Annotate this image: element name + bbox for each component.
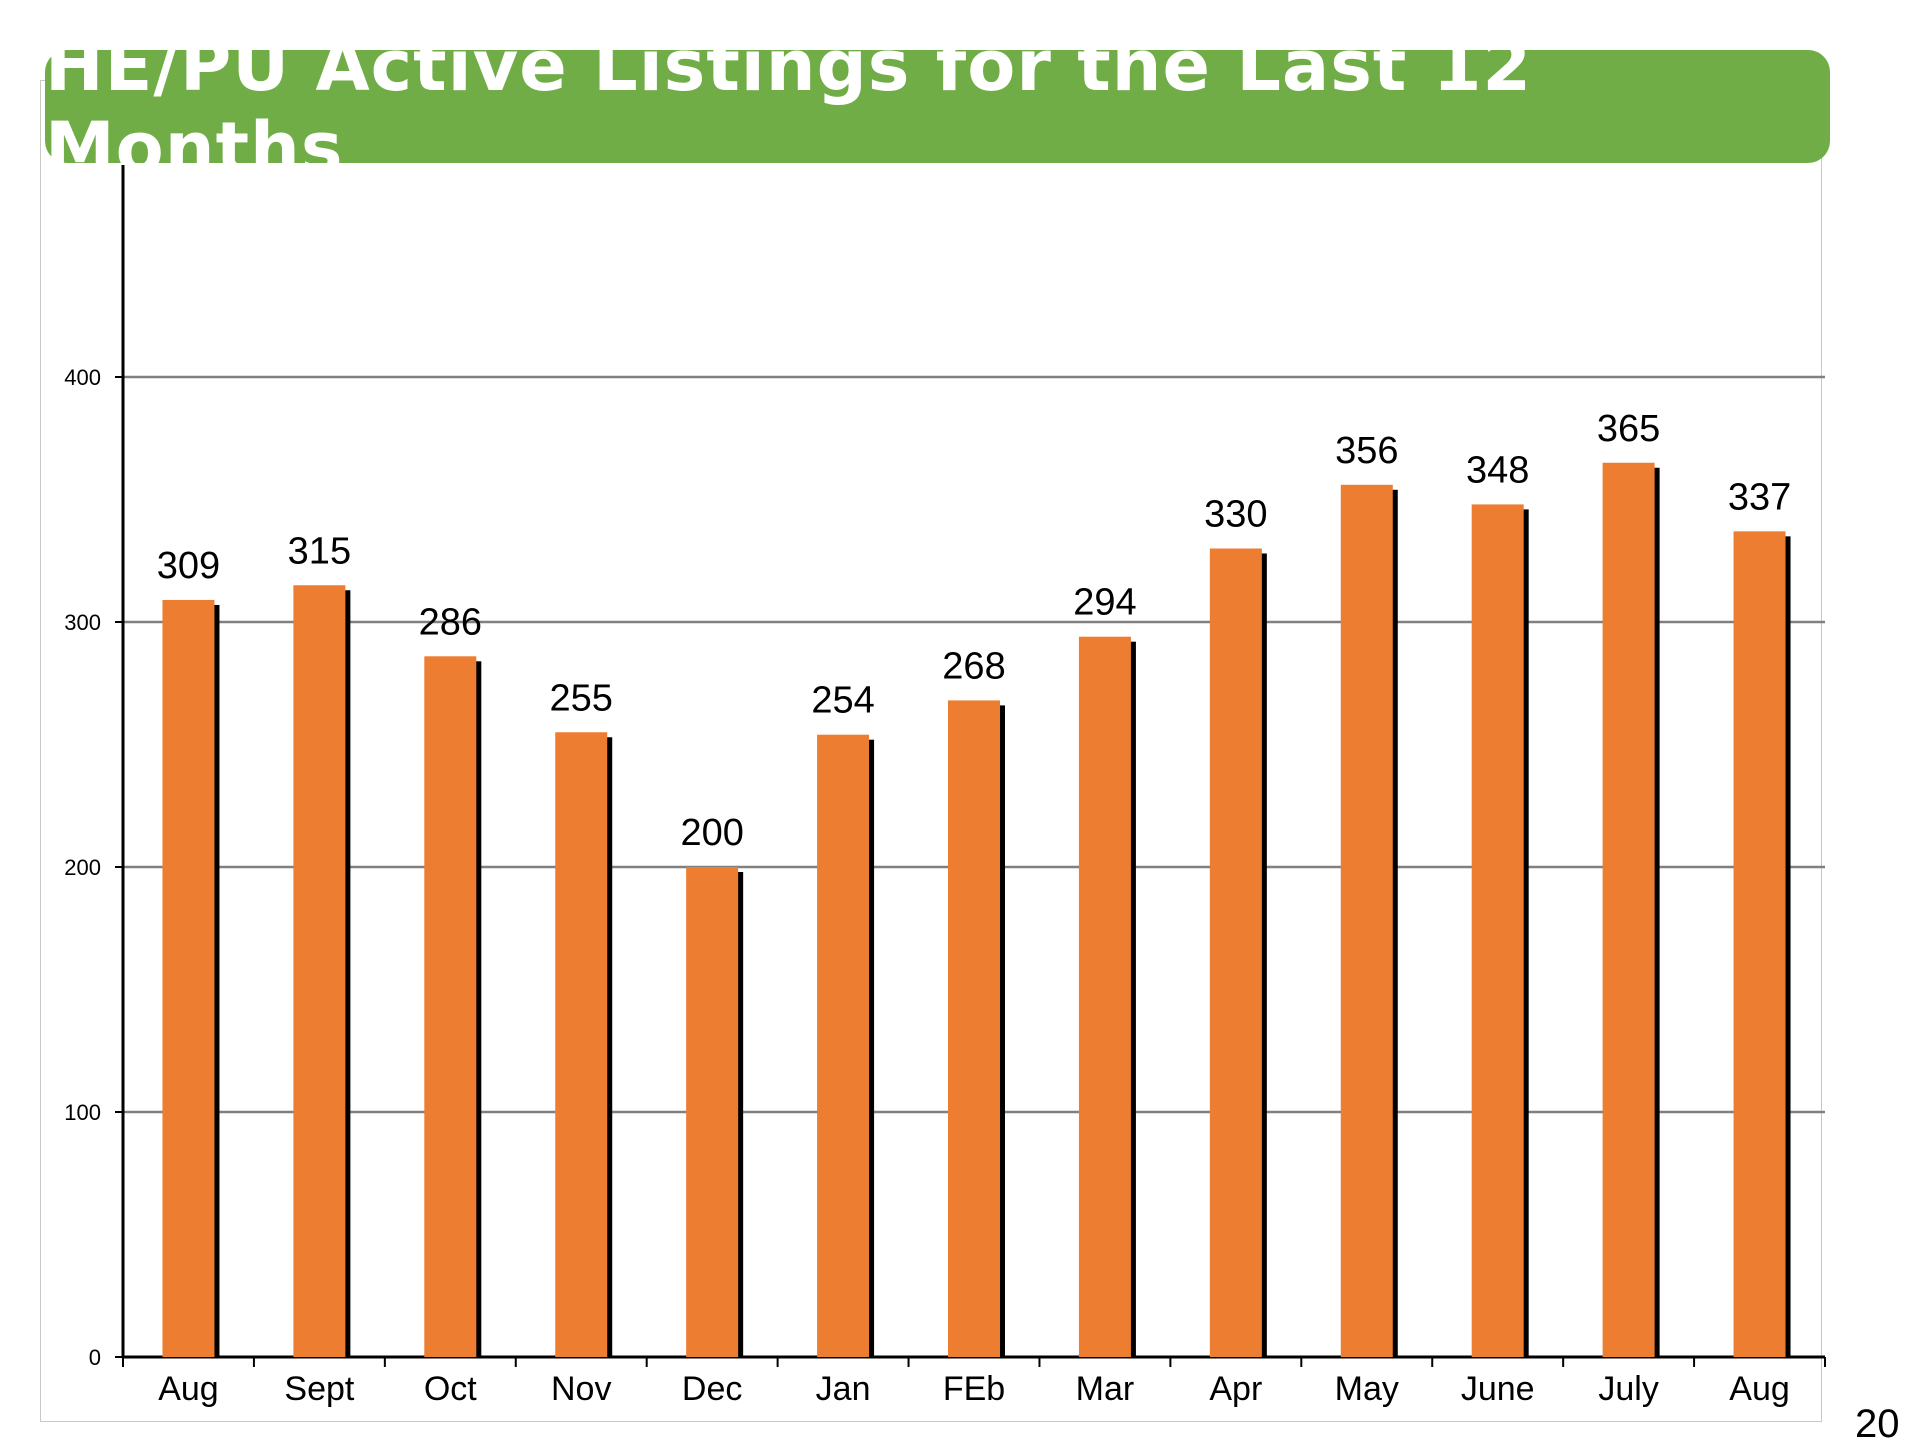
data-label: 330 xyxy=(1204,494,1267,536)
x-tick-label: Aug xyxy=(1729,1370,1790,1408)
bar xyxy=(162,599,215,1357)
bar xyxy=(1602,462,1655,1357)
data-label: 348 xyxy=(1466,449,1529,491)
bar xyxy=(1209,548,1262,1357)
data-label: 365 xyxy=(1597,408,1660,450)
x-tick-label: July xyxy=(1598,1370,1658,1408)
data-label: 309 xyxy=(157,545,220,587)
bar xyxy=(817,734,870,1357)
bar xyxy=(948,700,1000,1357)
chart-title: HE/PU Active Listings for the Last 12 Mo… xyxy=(45,24,1533,189)
bar xyxy=(424,656,477,1357)
bar xyxy=(1733,531,1786,1357)
data-label: 200 xyxy=(680,812,743,854)
x-tick-label: Apr xyxy=(1209,1370,1262,1408)
y-tick-label: 100 xyxy=(64,1100,101,1125)
title-banner: HE/PU Active Listings for the Last 12 Mo… xyxy=(45,25,1830,189)
y-tick-label: 400 xyxy=(64,365,101,390)
x-tick-label: Jan xyxy=(816,1370,871,1408)
data-label: 254 xyxy=(811,680,874,722)
data-label: 294 xyxy=(1073,582,1136,624)
data-label: 315 xyxy=(288,530,351,572)
x-tick-label: June xyxy=(1461,1370,1535,1408)
bar xyxy=(1078,636,1131,1357)
y-tick-label: 300 xyxy=(64,610,101,635)
bar xyxy=(686,867,739,1357)
x-tick-label: FEb xyxy=(943,1370,1005,1408)
data-label: 337 xyxy=(1728,476,1791,518)
data-label: 255 xyxy=(550,677,613,719)
bar xyxy=(293,585,346,1357)
data-label: 286 xyxy=(419,601,482,643)
x-tick-label: Sept xyxy=(284,1370,354,1408)
x-tick-label: Aug xyxy=(158,1370,219,1408)
x-tick-label: Mar xyxy=(1076,1370,1135,1408)
bar xyxy=(1340,484,1393,1357)
x-tick-label: Dec xyxy=(682,1370,742,1408)
y-tick-label: 0 xyxy=(89,1345,101,1370)
data-label: 356 xyxy=(1335,430,1398,472)
bar xyxy=(1471,504,1524,1357)
page-number: 20 xyxy=(1855,1402,1900,1446)
data-label: 268 xyxy=(942,645,1005,687)
x-tick-label: Oct xyxy=(424,1370,477,1408)
x-tick-label: Nov xyxy=(551,1370,611,1408)
y-tick-label: 200 xyxy=(64,855,101,880)
x-tick-label: May xyxy=(1335,1370,1399,1408)
bar xyxy=(555,732,608,1357)
